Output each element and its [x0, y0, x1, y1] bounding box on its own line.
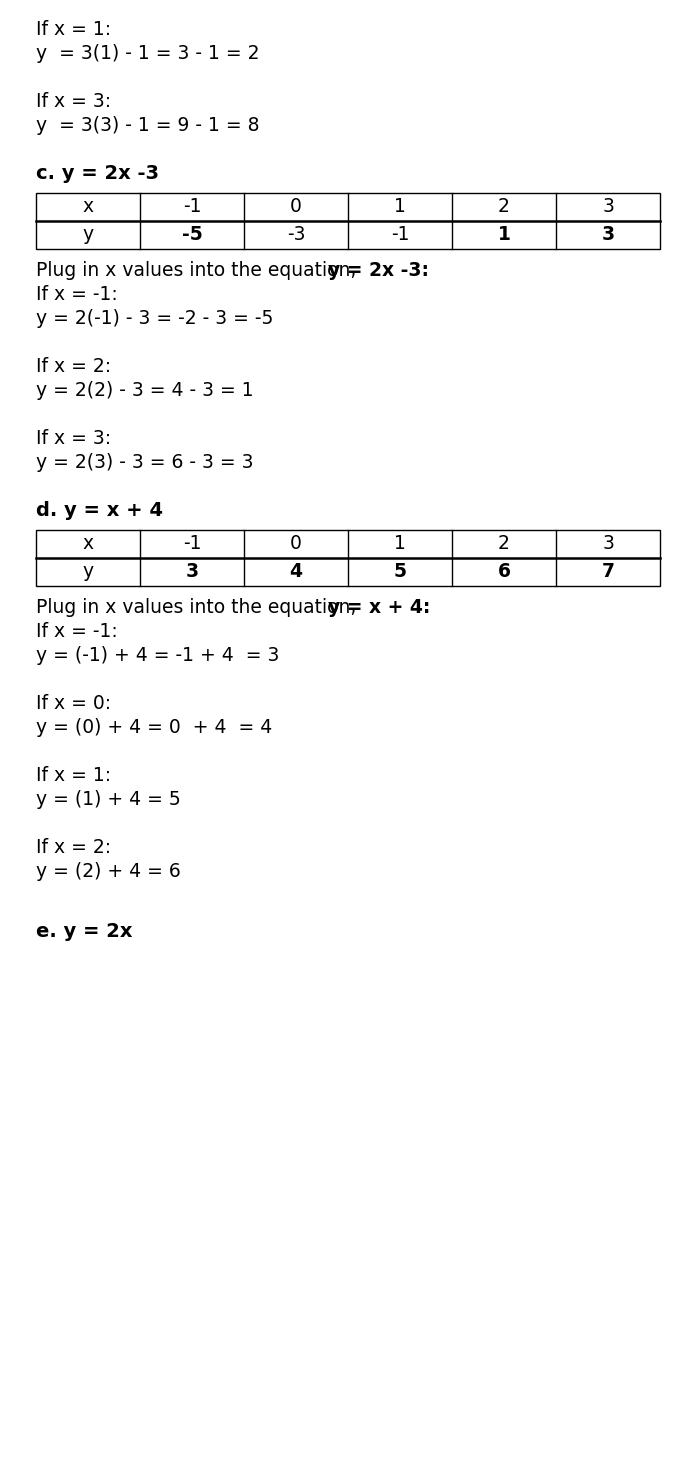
Text: x: x: [82, 197, 94, 216]
Text: If x = 2:: If x = 2:: [36, 357, 111, 376]
Text: -1: -1: [183, 534, 201, 554]
Text: y = (2) + 4 = 6: y = (2) + 4 = 6: [36, 861, 181, 881]
Text: y = 2x -3:: y = 2x -3:: [327, 260, 429, 280]
Text: If x = -1:: If x = -1:: [36, 284, 118, 303]
Text: Plug in x values into the equation,: Plug in x values into the equation,: [36, 260, 362, 280]
Text: If x = 3:: If x = 3:: [36, 429, 111, 448]
Text: e. y = 2x: e. y = 2x: [36, 922, 133, 941]
Text: y = 2(3) - 3 = 6 - 3 = 3: y = 2(3) - 3 = 6 - 3 = 3: [36, 453, 253, 472]
Text: 3: 3: [186, 562, 198, 582]
Text: If x = -1:: If x = -1:: [36, 622, 118, 641]
Text: 0: 0: [290, 534, 302, 554]
Text: If x = 3:: If x = 3:: [36, 92, 111, 111]
Text: 1: 1: [394, 534, 406, 554]
Text: 3: 3: [602, 534, 614, 554]
Text: y: y: [82, 225, 94, 244]
Text: 2: 2: [498, 197, 510, 216]
Text: 1: 1: [498, 225, 510, 244]
Text: y = (0) + 4 = 0  + 4  = 4: y = (0) + 4 = 0 + 4 = 4: [36, 718, 272, 737]
Text: y  = 3(1) - 1 = 3 - 1 = 2: y = 3(1) - 1 = 3 - 1 = 2: [36, 44, 260, 64]
Text: -5: -5: [181, 225, 202, 244]
Text: y = 2(-1) - 3 = -2 - 3 = -5: y = 2(-1) - 3 = -2 - 3 = -5: [36, 309, 274, 327]
Text: 7: 7: [602, 562, 614, 582]
Text: If x = 0:: If x = 0:: [36, 694, 111, 712]
Text: 2: 2: [498, 534, 510, 554]
Text: -3: -3: [287, 225, 305, 244]
Text: -1: -1: [183, 197, 201, 216]
Text: y = 2(2) - 3 = 4 - 3 = 1: y = 2(2) - 3 = 4 - 3 = 1: [36, 380, 253, 400]
Bar: [36, 530, 660, 586]
Text: 6: 6: [498, 562, 510, 582]
Text: 1: 1: [394, 197, 406, 216]
Text: y: y: [82, 562, 94, 582]
Text: x: x: [82, 534, 94, 554]
Text: -1: -1: [391, 225, 409, 244]
Text: y = (1) + 4 = 5: y = (1) + 4 = 5: [36, 790, 181, 808]
Text: 3: 3: [602, 197, 614, 216]
Text: 5: 5: [394, 562, 406, 582]
Text: y = x + 4:: y = x + 4:: [327, 598, 430, 617]
Text: y  = 3(3) - 1 = 9 - 1 = 8: y = 3(3) - 1 = 9 - 1 = 8: [36, 115, 260, 135]
Text: 0: 0: [290, 197, 302, 216]
Text: If x = 1:: If x = 1:: [36, 765, 111, 784]
Text: 4: 4: [290, 562, 302, 582]
Bar: [36, 192, 660, 249]
Text: If x = 1:: If x = 1:: [36, 21, 111, 38]
Text: c. y = 2x -3: c. y = 2x -3: [36, 164, 159, 184]
Text: Plug in x values into the equation,: Plug in x values into the equation,: [36, 598, 362, 617]
Text: 3: 3: [602, 225, 614, 244]
Text: d. y = x + 4: d. y = x + 4: [36, 500, 163, 519]
Text: y = (-1) + 4 = -1 + 4  = 3: y = (-1) + 4 = -1 + 4 = 3: [36, 645, 279, 665]
Text: If x = 2:: If x = 2:: [36, 838, 111, 857]
